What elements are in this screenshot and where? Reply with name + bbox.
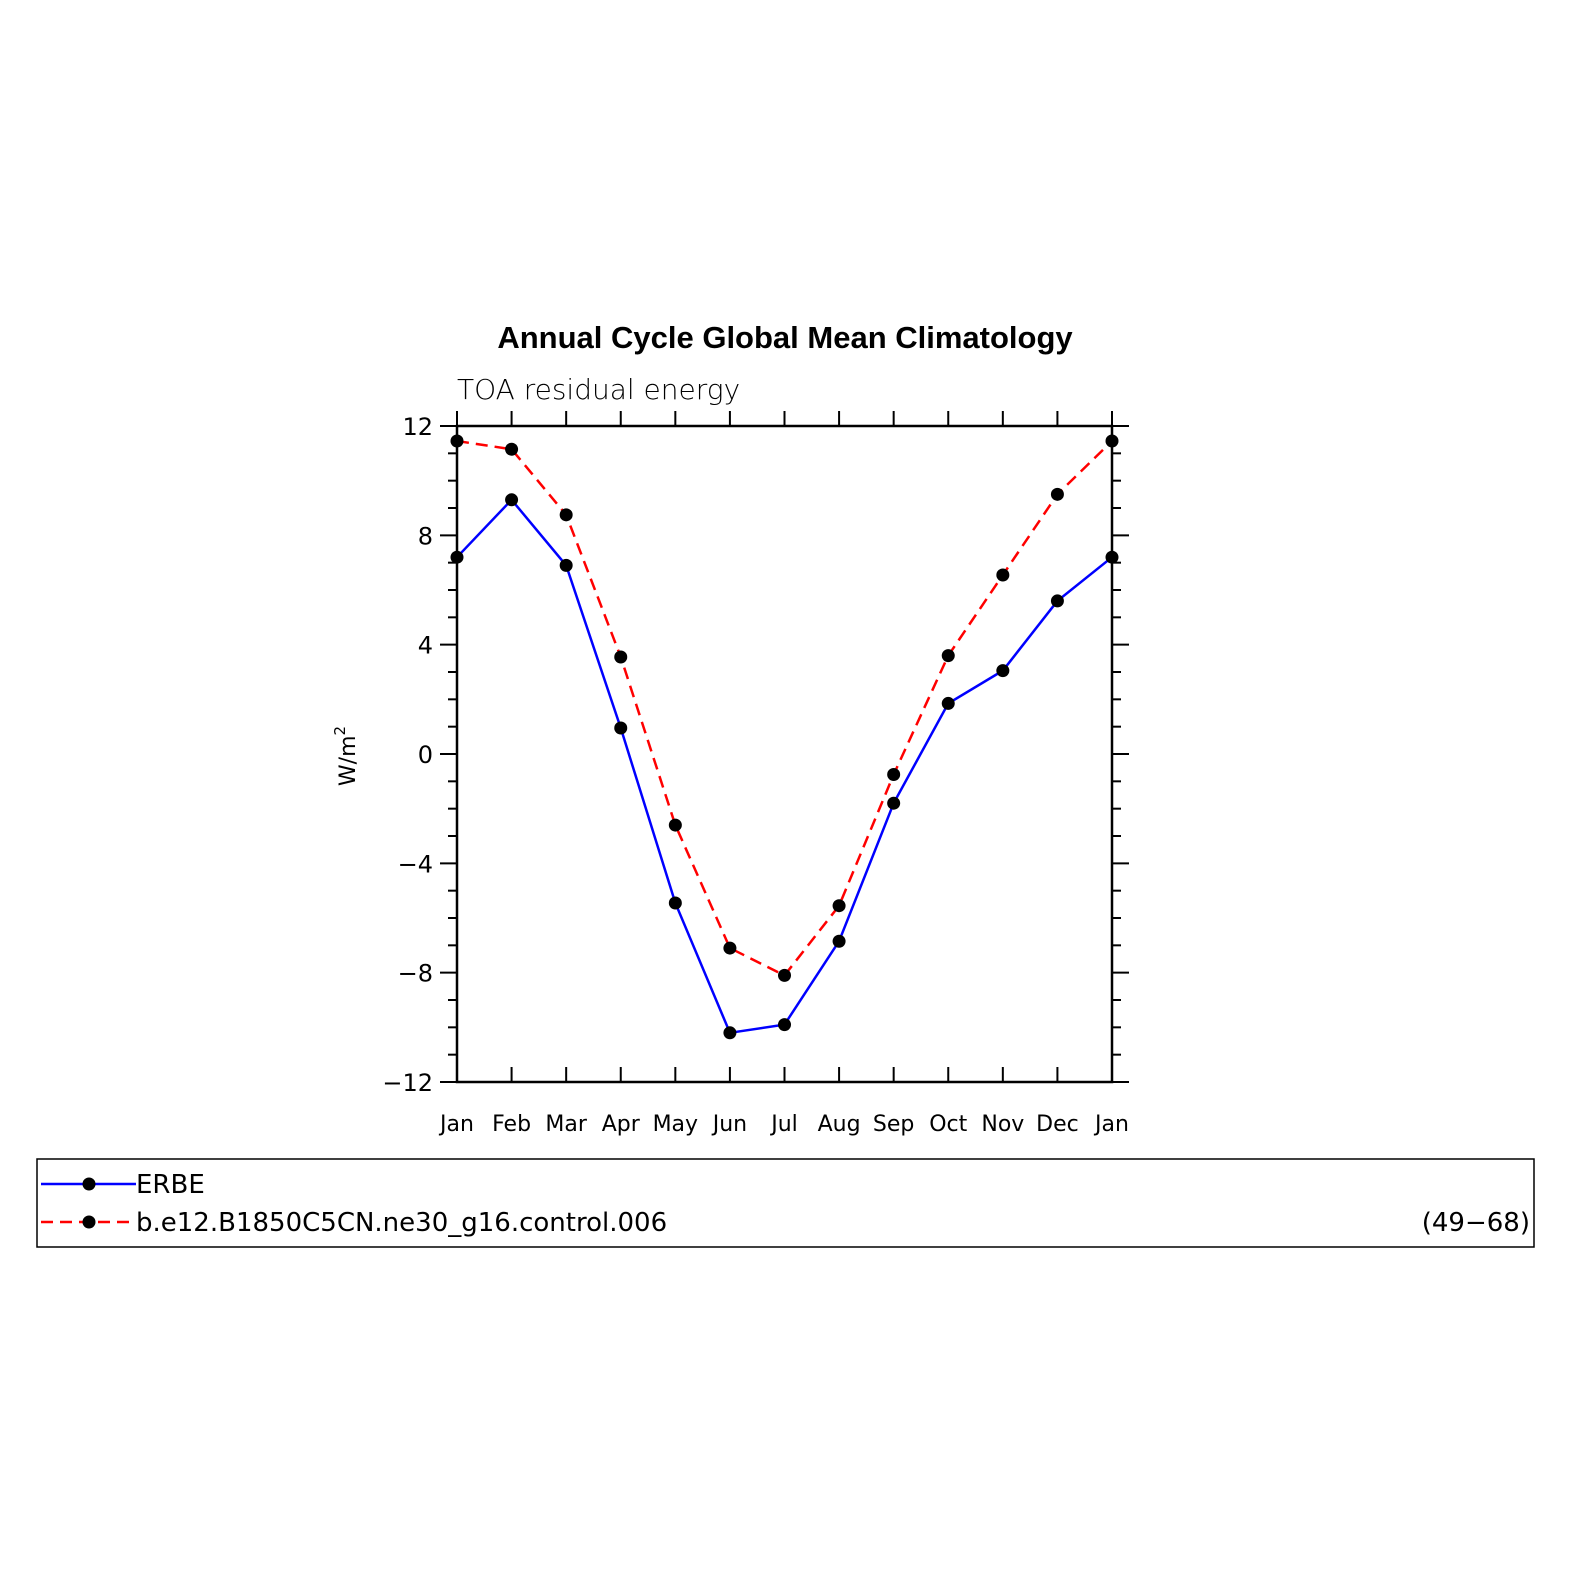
data-point	[996, 568, 1010, 582]
legend-marker-model	[82, 1215, 96, 1229]
x-tick-label: Jul	[769, 1112, 798, 1137]
data-point	[832, 899, 846, 913]
x-tick-label: Jun	[711, 1112, 747, 1137]
y-tick-label: 8	[418, 522, 433, 550]
data-point	[723, 1026, 737, 1040]
legend: ERBE b.e12.B1850C5CN.ne30_g16.control.00…	[36, 1158, 1535, 1248]
data-point	[1050, 487, 1064, 501]
data-point	[668, 896, 682, 910]
data-point	[996, 664, 1010, 678]
svg-text:W/m2: W/m2	[331, 726, 361, 786]
legend-entry-erbe: ERBE	[41, 1170, 205, 1200]
data-point	[887, 796, 901, 810]
x-tick-label: Aug	[818, 1112, 861, 1137]
x-tick-label: Mar	[545, 1112, 587, 1137]
x-tick-label: Jan	[438, 1112, 474, 1137]
x-tick-label: Apr	[602, 1112, 641, 1137]
data-point	[614, 650, 628, 664]
series-line-1	[456, 439, 1113, 977]
y-tick-label: 0	[418, 741, 433, 769]
y-axis-label-text: W/m	[336, 735, 361, 786]
data-point	[668, 818, 682, 832]
data-point	[505, 442, 519, 456]
y-tick-label: −4	[398, 850, 433, 878]
legend-marker-erbe	[82, 1177, 96, 1191]
data-point	[941, 649, 955, 663]
data-point	[1050, 594, 1064, 608]
data-point	[559, 558, 573, 572]
data-point	[832, 934, 846, 948]
legend-label-model: b.e12.B1850C5CN.ne30_g16.control.006	[136, 1208, 667, 1238]
data-point	[778, 968, 791, 982]
legend-box	[36, 1158, 1535, 1248]
chart-title: Annual Cycle Global Mean Climatology	[497, 320, 1073, 355]
x-tick-label: Feb	[492, 1112, 531, 1137]
x-tick-label: May	[653, 1112, 698, 1137]
series-layer	[450, 434, 1119, 1040]
data-point	[559, 508, 573, 522]
x-tick-label: Sep	[873, 1112, 914, 1137]
y-tick-label: 4	[418, 632, 433, 660]
x-tick-label: Dec	[1036, 1112, 1079, 1137]
legend-entry-model: b.e12.B1850C5CN.ne30_g16.control.006 (49…	[41, 1208, 1530, 1238]
plot-frame	[455, 424, 1114, 1084]
x-tick-label: Nov	[981, 1112, 1024, 1137]
chart-subtitle: TOA residual energy	[457, 373, 740, 406]
data-point	[505, 493, 519, 507]
y-tick-label: 12	[402, 413, 433, 441]
data-point	[941, 696, 955, 710]
legend-years-model: (49−68)	[1422, 1208, 1530, 1238]
series-0	[450, 493, 1119, 1040]
x-tick-labels: Jan Feb Mar Apr May Jun Jul Aug Sep Oct Nov Dec Jan	[438, 1112, 1129, 1137]
data-point	[614, 721, 628, 735]
legend-label-erbe: ERBE	[136, 1170, 205, 1200]
y-tick-label: −8	[398, 960, 433, 988]
axis-ticks	[440, 411, 1129, 1083]
series-1	[450, 434, 1119, 982]
y-tick-label: −12	[382, 1069, 433, 1097]
y-tick-labels: 12 8 4 0 −4 −8 −12	[382, 413, 433, 1097]
data-point	[723, 941, 737, 955]
series-line-0	[456, 497, 1113, 1035]
x-tick-label: Oct	[929, 1112, 967, 1137]
y-axis-label-superscript: 2	[331, 726, 349, 736]
data-point	[778, 1018, 791, 1032]
y-axis-label: W/m2	[331, 726, 361, 786]
data-point	[887, 768, 901, 781]
x-tick-label: Jan	[1093, 1112, 1129, 1137]
